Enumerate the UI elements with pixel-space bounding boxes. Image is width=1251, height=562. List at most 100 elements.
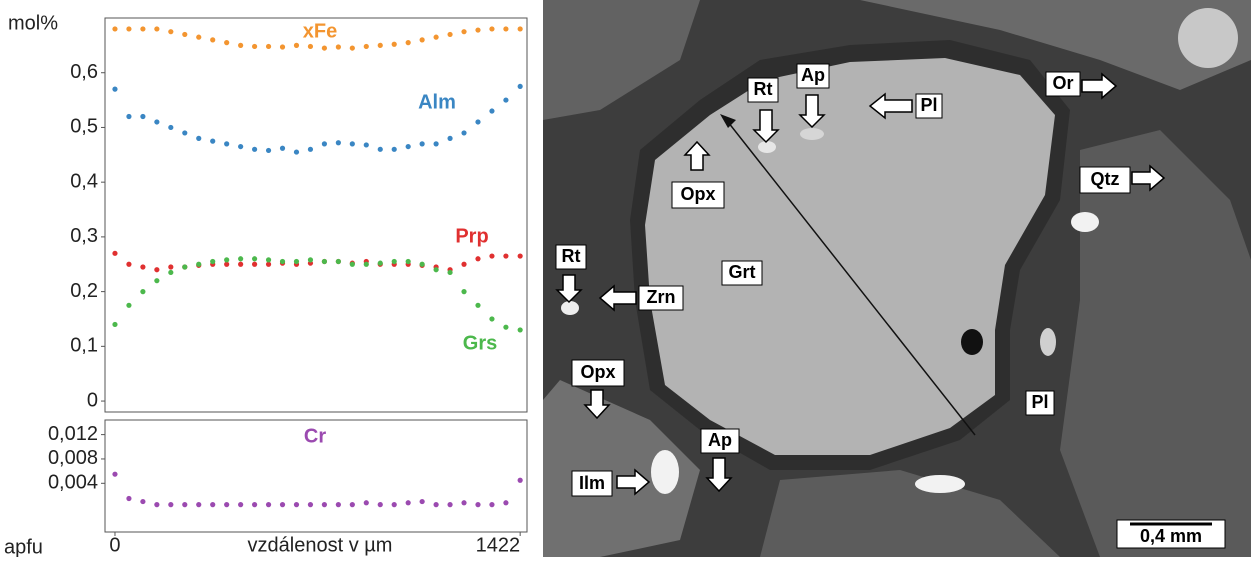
mineral-label: Opx bbox=[580, 362, 615, 382]
y-axis-label: apfu bbox=[4, 536, 43, 557]
data-point bbox=[350, 502, 355, 507]
data-point bbox=[336, 140, 341, 145]
data-point bbox=[489, 253, 494, 258]
data-point bbox=[503, 97, 508, 102]
data-point bbox=[350, 141, 355, 146]
data-point bbox=[392, 259, 397, 264]
data-point bbox=[461, 130, 466, 135]
mineral-label: Grt bbox=[729, 262, 756, 282]
y-tick-label: 0 bbox=[87, 389, 98, 411]
data-point bbox=[280, 146, 285, 151]
mineral-label: Opx bbox=[680, 184, 715, 204]
data-point bbox=[154, 26, 159, 31]
data-point bbox=[503, 500, 508, 505]
grain bbox=[1178, 8, 1238, 68]
data-point bbox=[266, 257, 271, 262]
y-tick-label: 0,004 bbox=[48, 472, 98, 494]
data-point bbox=[154, 502, 159, 507]
data-point bbox=[322, 259, 327, 264]
data-point bbox=[461, 289, 466, 294]
data-point bbox=[336, 44, 341, 49]
data-point bbox=[280, 259, 285, 264]
data-point bbox=[294, 502, 299, 507]
data-point bbox=[392, 502, 397, 507]
data-point bbox=[140, 499, 145, 504]
y-tick-label: 0,2 bbox=[70, 280, 98, 302]
data-point bbox=[294, 149, 299, 154]
data-point bbox=[322, 141, 327, 146]
rutile bbox=[561, 301, 579, 315]
data-point bbox=[447, 270, 452, 275]
data-point bbox=[406, 259, 411, 264]
data-point bbox=[210, 502, 215, 507]
data-point bbox=[406, 500, 411, 505]
data-point bbox=[336, 502, 341, 507]
data-point bbox=[420, 499, 425, 504]
data-point bbox=[350, 45, 355, 50]
mineral-label: Pl bbox=[1031, 392, 1048, 412]
grain bbox=[1071, 212, 1099, 232]
data-point bbox=[140, 264, 145, 269]
data-point bbox=[518, 26, 523, 31]
mineral-label: Ap bbox=[801, 65, 825, 85]
y-tick-label: 0,008 bbox=[48, 447, 98, 469]
grain bbox=[915, 475, 965, 493]
x-axis-label: vzdálenost v µm bbox=[248, 534, 393, 556]
mineral-label: Or bbox=[1052, 73, 1073, 93]
data-point bbox=[406, 144, 411, 149]
data-point bbox=[378, 43, 383, 48]
data-point bbox=[112, 251, 117, 256]
mineral-label: Pl bbox=[920, 95, 937, 115]
data-point bbox=[238, 502, 243, 507]
y-axis-label: mol% bbox=[8, 12, 58, 34]
x-tick-label: 1422 bbox=[476, 534, 521, 556]
data-point bbox=[392, 42, 397, 47]
data-point bbox=[126, 26, 131, 31]
data-point bbox=[182, 264, 187, 269]
data-point bbox=[280, 44, 285, 49]
data-point bbox=[112, 472, 117, 477]
data-point bbox=[224, 40, 229, 45]
data-point bbox=[475, 303, 480, 308]
data-point bbox=[168, 29, 173, 34]
data-point bbox=[294, 259, 299, 264]
data-point bbox=[475, 502, 480, 507]
y-tick-label: 0,6 bbox=[70, 61, 98, 83]
data-point bbox=[461, 500, 466, 505]
data-point bbox=[210, 37, 215, 42]
data-point bbox=[378, 502, 383, 507]
data-point bbox=[434, 141, 439, 146]
apatite bbox=[800, 128, 824, 140]
data-point bbox=[406, 40, 411, 45]
data-point bbox=[210, 259, 215, 264]
data-point bbox=[364, 142, 369, 147]
data-point bbox=[238, 256, 243, 261]
data-point bbox=[364, 262, 369, 267]
data-point bbox=[266, 502, 271, 507]
data-point bbox=[112, 87, 117, 92]
data-point bbox=[224, 502, 229, 507]
data-point bbox=[308, 44, 313, 49]
data-point bbox=[280, 502, 285, 507]
data-point bbox=[266, 44, 271, 49]
data-point bbox=[266, 148, 271, 153]
series-label: Grs bbox=[463, 332, 497, 354]
data-point bbox=[154, 267, 159, 272]
data-point bbox=[447, 502, 452, 507]
data-point bbox=[182, 32, 187, 37]
x-tick-label: 0 bbox=[109, 534, 120, 556]
data-point bbox=[503, 26, 508, 31]
series-label: Alm bbox=[418, 91, 456, 113]
data-point bbox=[168, 270, 173, 275]
ilmenite bbox=[651, 450, 679, 494]
figure: mol% apfu vzdálenost v µm bbox=[0, 0, 1251, 557]
y-tick-label: 0,5 bbox=[70, 116, 98, 138]
data-point bbox=[350, 262, 355, 267]
series-label: xFe bbox=[303, 20, 337, 42]
data-point bbox=[168, 502, 173, 507]
data-point bbox=[224, 141, 229, 146]
data-point bbox=[196, 502, 201, 507]
data-point bbox=[238, 262, 243, 267]
inclusion bbox=[961, 329, 983, 355]
data-point bbox=[154, 278, 159, 283]
